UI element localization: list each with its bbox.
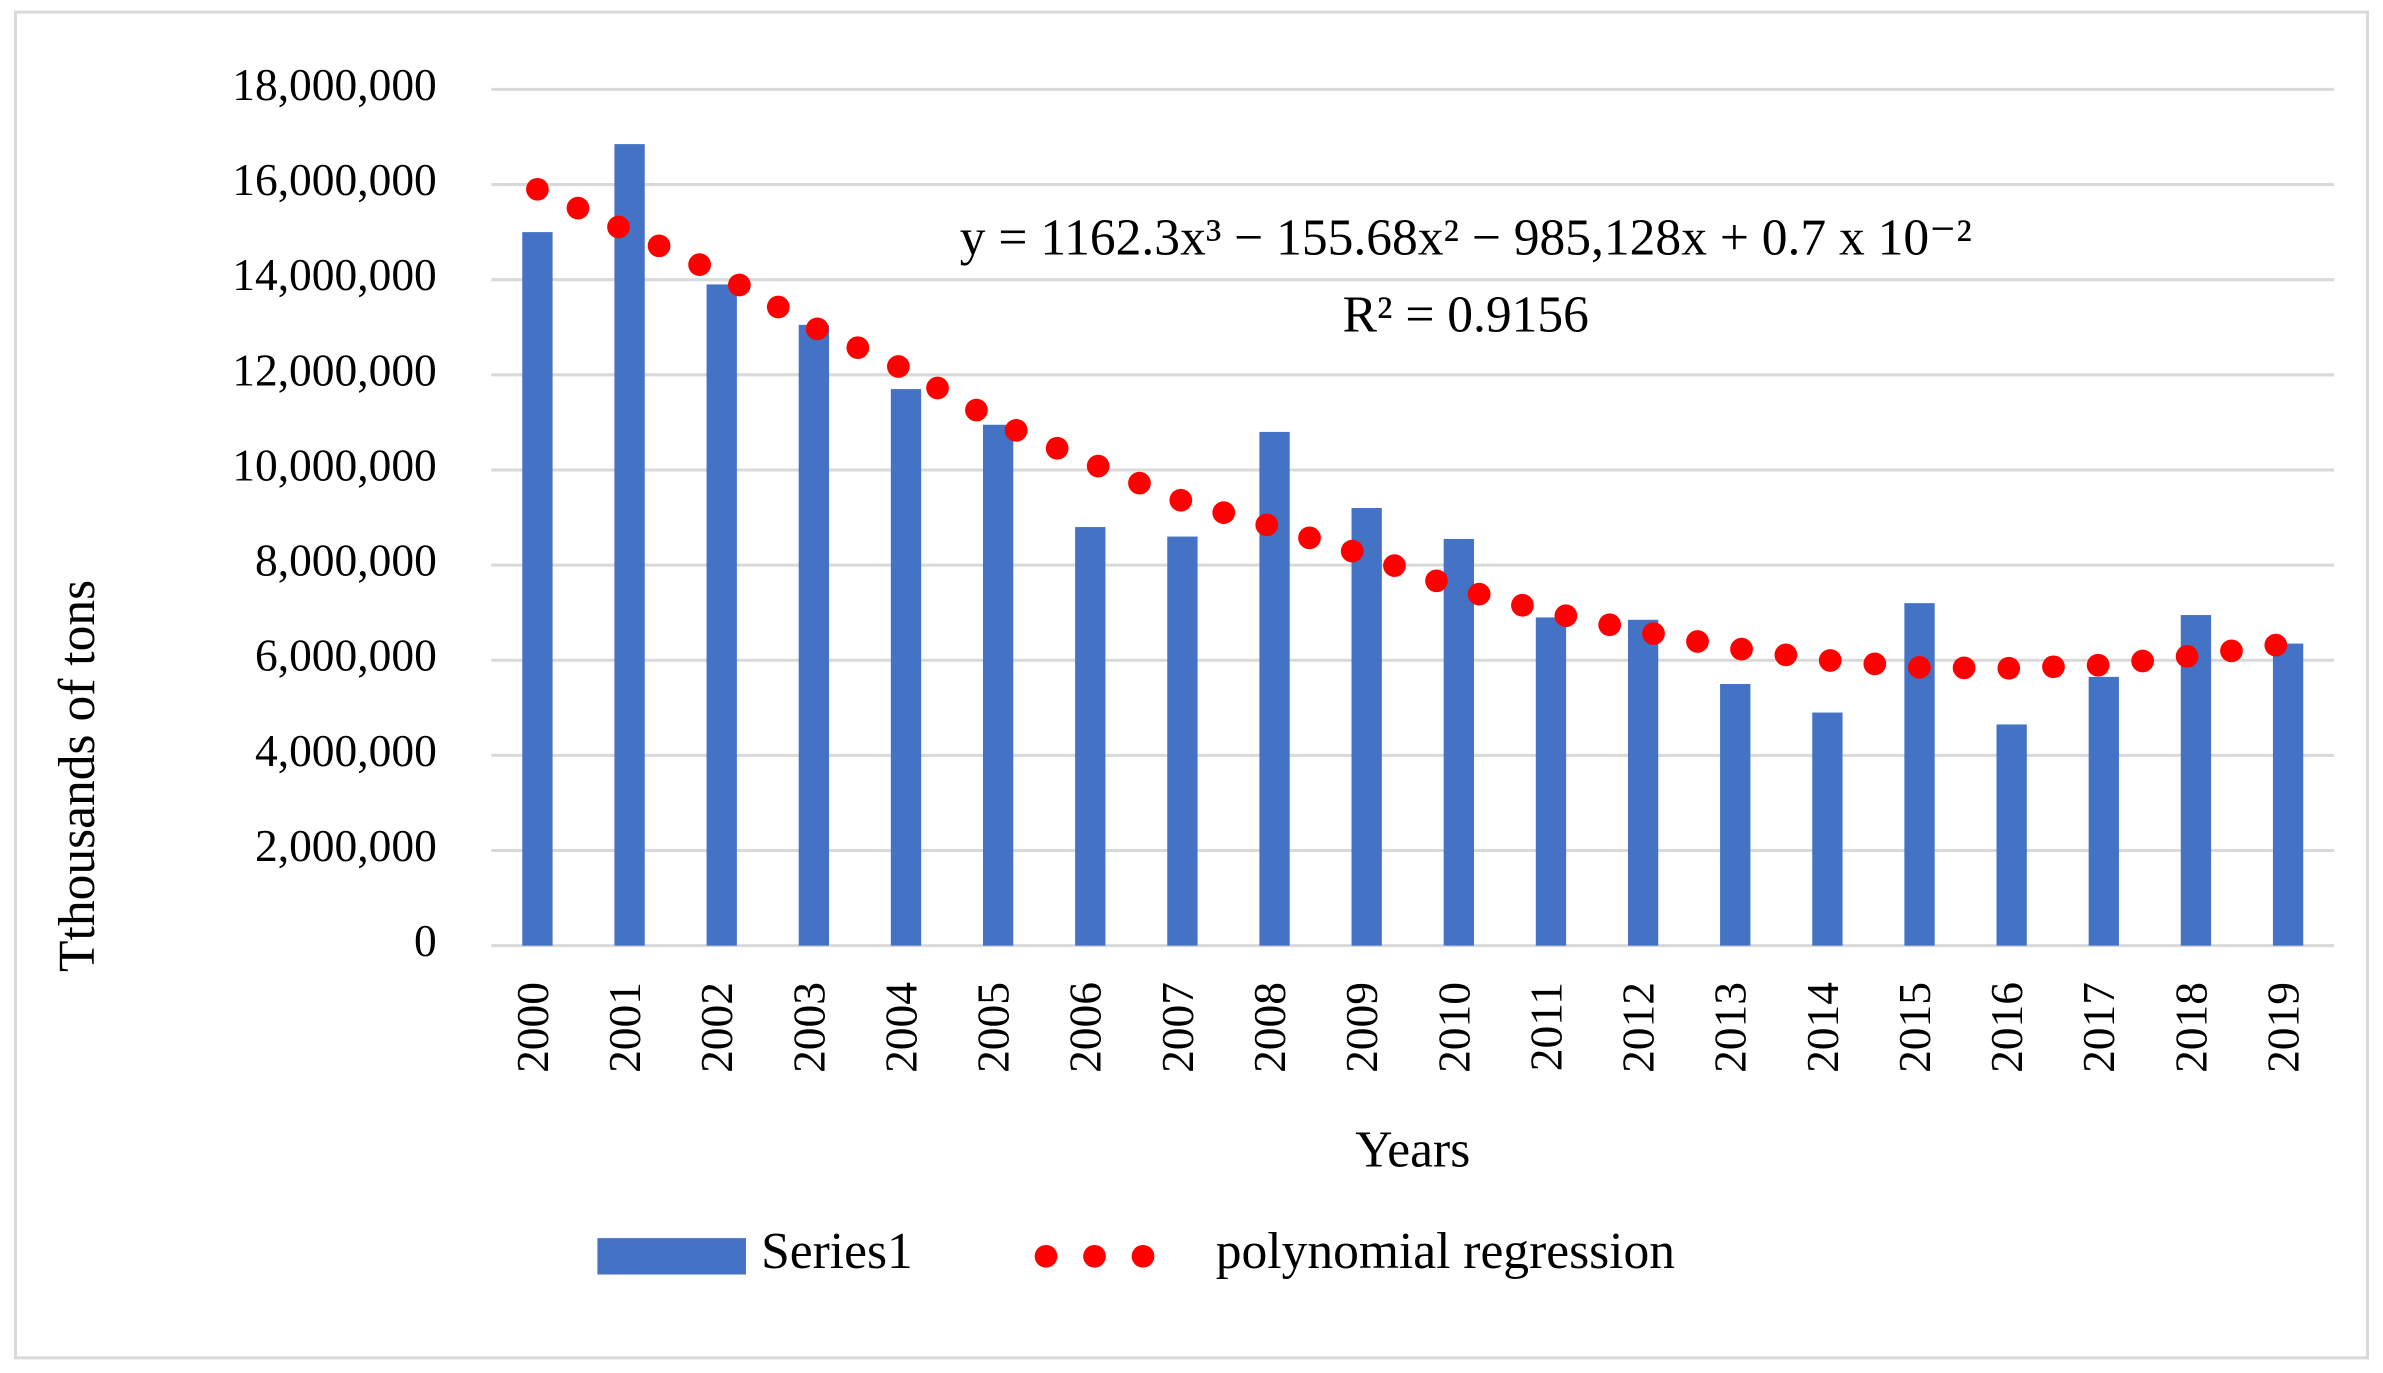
bar — [614, 144, 645, 946]
x-tick-label: 2011 — [1520, 982, 1571, 1071]
x-tick-label: 2010 — [1428, 982, 1479, 1073]
x-tick-label: 2000 — [507, 982, 558, 1073]
y-tick-label: 0 — [414, 915, 437, 966]
x-tick-label: 2018 — [2165, 982, 2216, 1073]
x-tick-label: 2001 — [599, 982, 650, 1073]
y-tick-label: 8,000,000 — [255, 535, 437, 586]
x-tick-label: 2012 — [1613, 982, 1664, 1073]
x-tick-label: 2019 — [2258, 982, 2309, 1073]
bar — [2180, 615, 2212, 946]
y-axis-title: Tthousands of tons — [49, 580, 106, 972]
x-axis-title: Years — [1355, 1122, 1470, 1179]
y-tick-label: 18,000,000 — [232, 59, 437, 110]
bar — [1720, 684, 1751, 946]
legend-swatch — [597, 1238, 746, 1275]
x-tick-label: 2002 — [691, 982, 742, 1073]
bar — [1904, 603, 1935, 946]
r-squared: R² = 0.9156 — [1343, 287, 1589, 344]
bar — [1351, 508, 1382, 946]
bar — [2088, 676, 2119, 946]
bar — [1535, 617, 1567, 946]
x-tick-label: 2005 — [968, 982, 1019, 1073]
bar — [1443, 538, 1474, 946]
bar — [982, 424, 1014, 946]
x-tick-label: 2004 — [875, 982, 926, 1073]
bar — [1075, 527, 1106, 946]
bar — [1259, 431, 1290, 946]
x-tick-label: 2013 — [1705, 982, 1756, 1073]
bar — [798, 324, 830, 946]
bar — [2272, 643, 2304, 946]
bar — [706, 284, 737, 946]
y-tick-label: 16,000,000 — [232, 154, 437, 205]
bar — [1627, 619, 1659, 946]
legend-label: polynomial regression — [1216, 1223, 1675, 1280]
x-tick-label: 2007 — [1152, 982, 1203, 1073]
x-tick-label: 2006 — [1060, 982, 1111, 1073]
y-tick-label: 10,000,000 — [232, 439, 437, 490]
equation: y = 1162.3x³ − 155.68x² − 985,128x + 0.7… — [960, 209, 1972, 266]
y-tick-label: 6,000,000 — [255, 630, 437, 681]
bar — [1996, 724, 2027, 946]
x-tick-label: 2003 — [783, 982, 834, 1073]
bar — [522, 232, 553, 946]
x-tick-label: 2014 — [1797, 982, 1848, 1073]
y-tick-label: 2,000,000 — [255, 820, 437, 871]
y-tick-label: 4,000,000 — [255, 725, 437, 776]
x-tick-label: 2016 — [1981, 982, 2032, 1073]
x-tick-label: 2015 — [1889, 982, 1940, 1073]
bar — [1812, 712, 1843, 946]
y-tick-label: 14,000,000 — [232, 249, 437, 300]
legend-label: Series1 — [761, 1223, 913, 1280]
x-tick-label: 2009 — [1336, 982, 1387, 1073]
y-tick-label: 12,000,000 — [232, 344, 437, 395]
x-tick-label: 2008 — [1244, 982, 1295, 1073]
bar — [890, 389, 922, 946]
x-tick-label: 2017 — [2073, 982, 2124, 1073]
bar — [1167, 536, 1198, 946]
